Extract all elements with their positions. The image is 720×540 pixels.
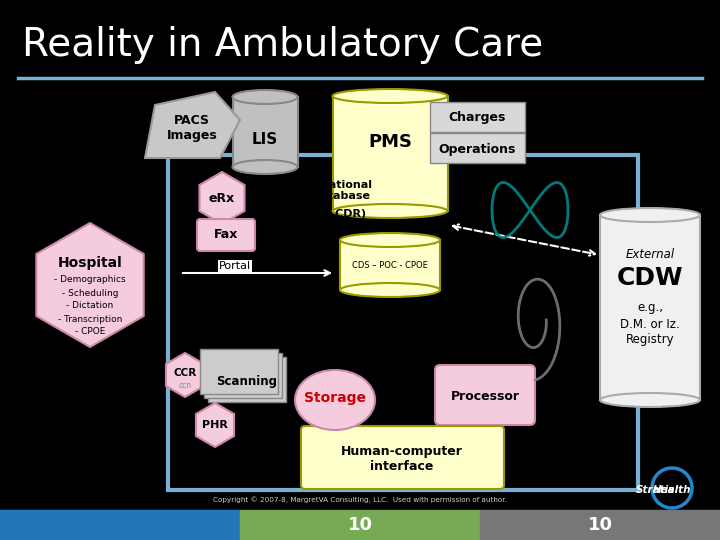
Polygon shape (36, 223, 144, 347)
Text: CCR: CCR (174, 368, 197, 378)
Polygon shape (199, 172, 245, 224)
Ellipse shape (333, 89, 448, 103)
Ellipse shape (233, 90, 297, 104)
Bar (208, 357, 286, 402)
Ellipse shape (600, 208, 700, 222)
Text: 10: 10 (588, 516, 613, 534)
Text: Portal: Portal (219, 261, 251, 271)
Text: Registry: Registry (626, 334, 675, 347)
Text: interface: interface (370, 460, 433, 472)
Text: D.M. or Iz.: D.M. or Iz. (620, 318, 680, 330)
Text: Reality in Ambulatory Care: Reality in Ambulatory Care (22, 26, 544, 64)
Text: e.g.,: e.g., (637, 301, 663, 314)
Bar (200, 349, 278, 394)
Bar (480, 510, 720, 540)
Polygon shape (145, 92, 240, 158)
Text: Charges: Charges (449, 111, 505, 125)
Text: CDS – POC - CPOE: CDS – POC - CPOE (352, 260, 428, 269)
FancyBboxPatch shape (435, 365, 535, 425)
Text: - CPOE: - CPOE (75, 327, 105, 336)
Text: - Scheduling: - Scheduling (62, 288, 118, 298)
Text: Copyright © 2007-8, MargretVA Consulting, LLC.  Used with permission of author.: Copyright © 2007-8, MargretVA Consulting… (213, 497, 507, 503)
Text: Storage: Storage (304, 391, 366, 405)
Ellipse shape (600, 393, 700, 407)
FancyBboxPatch shape (301, 426, 504, 489)
Text: - Demographics: - Demographics (54, 275, 126, 285)
Text: Fax: Fax (214, 228, 238, 241)
Text: Hospital: Hospital (58, 256, 122, 270)
Bar (204, 353, 282, 398)
Text: Human-computer: Human-computer (341, 444, 463, 457)
Ellipse shape (333, 204, 448, 218)
Text: Stratis: Stratis (635, 485, 675, 495)
Text: Operations: Operations (438, 143, 516, 156)
Bar (340, 240, 440, 290)
Text: Images: Images (166, 130, 217, 143)
Bar (0, 510, 240, 540)
Bar (168, 155, 638, 490)
Text: PHR: PHR (202, 420, 228, 430)
Text: (or CDR): (or CDR) (313, 209, 366, 219)
Text: Processor: Processor (451, 389, 520, 402)
Text: PMS: PMS (368, 133, 412, 151)
Text: Relational: Relational (308, 180, 372, 190)
Bar (430, 102, 525, 132)
Text: LIS: LIS (252, 132, 278, 147)
Bar (233, 97, 297, 167)
FancyBboxPatch shape (197, 219, 255, 251)
Ellipse shape (340, 283, 440, 297)
Text: ccn: ccn (179, 381, 192, 389)
Polygon shape (196, 403, 234, 447)
Ellipse shape (295, 370, 375, 430)
Polygon shape (166, 353, 204, 397)
Text: Health: Health (653, 485, 691, 495)
Text: External: External (626, 248, 675, 261)
Ellipse shape (340, 233, 440, 247)
Text: Database: Database (310, 191, 369, 201)
Text: eRx: eRx (209, 192, 235, 205)
Text: PACS: PACS (174, 113, 210, 126)
Bar (430, 133, 525, 163)
Text: Scanning: Scanning (217, 375, 277, 388)
Ellipse shape (233, 160, 297, 174)
Bar (333, 96, 448, 211)
Text: CDW: CDW (617, 266, 683, 290)
Bar (240, 510, 480, 540)
Text: - Transcription: - Transcription (58, 314, 122, 323)
Bar (600, 215, 700, 400)
Text: - Dictation: - Dictation (66, 301, 114, 310)
Text: 10: 10 (348, 516, 372, 534)
